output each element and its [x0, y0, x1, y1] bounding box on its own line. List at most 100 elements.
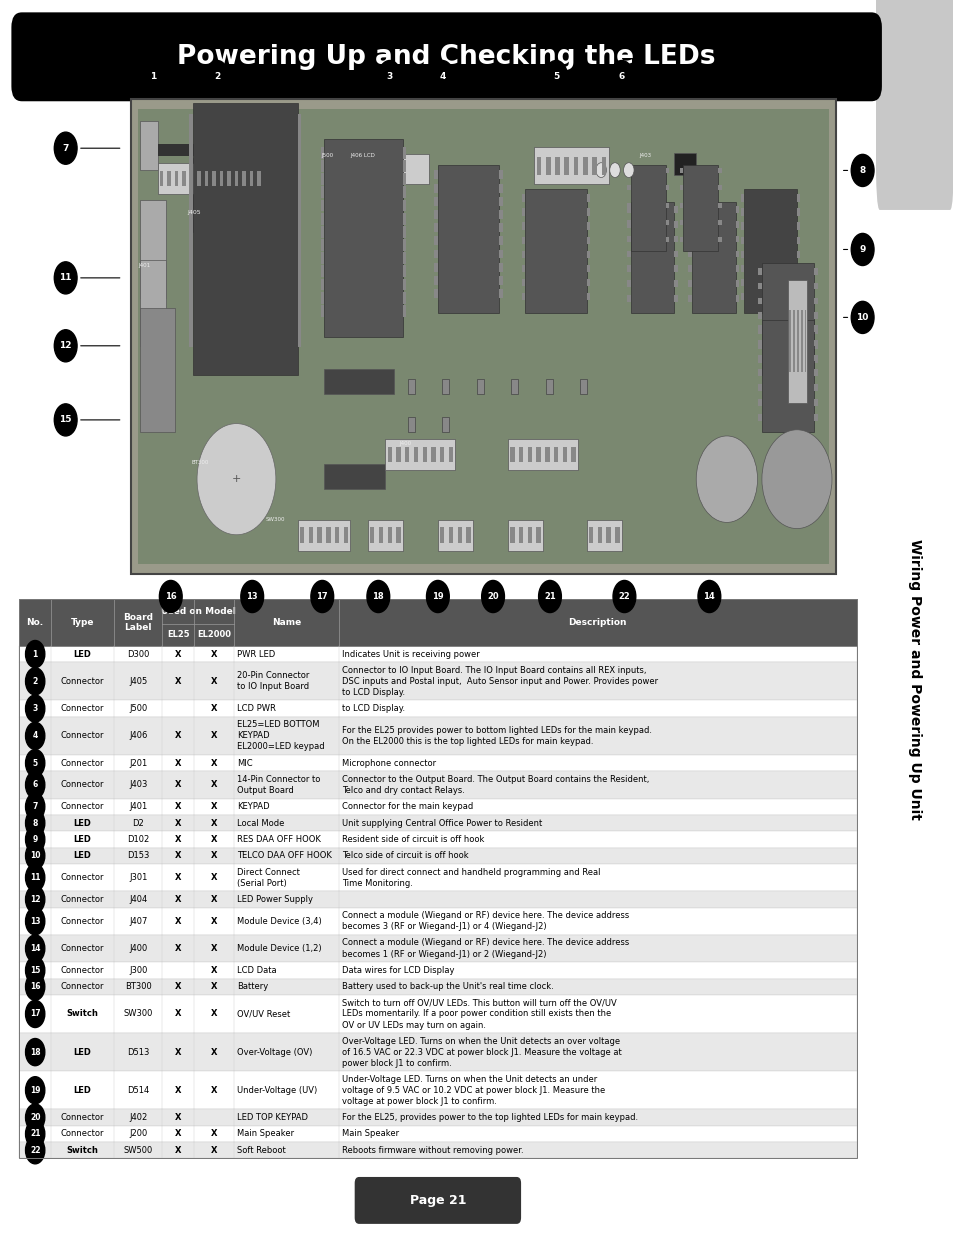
Bar — [189, 254, 193, 270]
Text: 3: 3 — [32, 704, 38, 713]
Bar — [586, 194, 590, 201]
Text: X: X — [175, 1113, 181, 1123]
Circle shape — [26, 722, 45, 750]
Text: Name: Name — [272, 618, 301, 627]
Bar — [606, 527, 610, 543]
Bar — [320, 161, 324, 172]
Text: 6: 6 — [32, 781, 38, 789]
Bar — [586, 520, 621, 551]
Bar — [586, 222, 590, 230]
Text: 1: 1 — [150, 72, 156, 82]
Bar — [320, 226, 324, 237]
Text: EL2000: EL2000 — [197, 630, 231, 640]
Text: 12: 12 — [59, 341, 71, 351]
Text: 3: 3 — [386, 72, 393, 82]
Text: 21: 21 — [543, 592, 556, 601]
Circle shape — [761, 430, 831, 529]
Text: X: X — [211, 982, 217, 992]
Bar — [394, 153, 429, 184]
Bar — [796, 194, 800, 201]
Text: 8: 8 — [859, 165, 865, 175]
Text: Under-Voltage LED. Turns on when the Unit detects an under
voltage of 9.5 VAC or: Under-Voltage LED. Turns on when the Uni… — [341, 1074, 604, 1105]
Bar — [227, 170, 231, 186]
Circle shape — [54, 404, 77, 436]
Text: 1: 1 — [32, 650, 38, 658]
Text: J201: J201 — [129, 758, 147, 768]
Text: 20: 20 — [30, 1113, 40, 1123]
Bar — [297, 140, 301, 156]
Bar — [758, 384, 761, 390]
Text: X: X — [211, 704, 217, 713]
Text: Connector: Connector — [61, 895, 104, 904]
Bar — [792, 310, 794, 372]
Text: Battery: Battery — [236, 982, 268, 992]
Text: SW300: SW300 — [265, 517, 285, 522]
Bar — [688, 266, 691, 272]
Bar — [189, 242, 193, 258]
Bar — [814, 340, 817, 347]
Circle shape — [206, 61, 229, 93]
Text: Local Mode: Local Mode — [236, 819, 284, 827]
Bar — [434, 275, 437, 285]
Bar — [19, 1032, 856, 1071]
Bar — [626, 185, 630, 190]
Text: 20-Pin Connector
to IO Input Board: 20-Pin Connector to IO Input Board — [236, 672, 309, 692]
Text: 19: 19 — [30, 1086, 40, 1094]
Bar — [718, 203, 720, 207]
Bar — [368, 520, 402, 551]
Bar — [545, 379, 553, 394]
Text: Connector to the Output Board. The Output Board contains the Resident,
Telco and: Connector to the Output Board. The Outpu… — [341, 774, 648, 795]
Circle shape — [26, 973, 45, 1000]
Text: X: X — [211, 851, 217, 861]
Bar — [630, 201, 674, 312]
Bar — [19, 864, 856, 892]
Text: Connector: Connector — [61, 982, 104, 992]
Text: X: X — [175, 1009, 181, 1019]
Text: 15: 15 — [30, 966, 40, 974]
Bar — [297, 178, 301, 194]
Bar — [402, 291, 406, 304]
Text: 12: 12 — [30, 895, 40, 904]
Bar — [324, 369, 394, 394]
Bar — [814, 312, 817, 319]
Bar — [718, 185, 720, 190]
Bar — [19, 978, 856, 995]
Text: 13: 13 — [30, 916, 40, 926]
Text: J404: J404 — [129, 895, 147, 904]
Bar — [378, 527, 383, 543]
Bar — [498, 170, 502, 179]
Circle shape — [596, 163, 606, 178]
Circle shape — [426, 580, 449, 613]
Text: LED TOP KEYPAD: LED TOP KEYPAD — [236, 1113, 308, 1123]
Bar — [758, 369, 761, 375]
Bar — [498, 196, 502, 206]
Circle shape — [142, 61, 165, 93]
Bar — [498, 275, 502, 285]
Circle shape — [538, 580, 560, 613]
Bar — [189, 140, 193, 156]
Bar — [521, 237, 525, 245]
Bar — [182, 170, 186, 186]
Circle shape — [26, 842, 45, 869]
Text: Connector: Connector — [61, 704, 104, 713]
Bar — [434, 236, 437, 246]
Text: J500: J500 — [129, 704, 147, 713]
Bar — [564, 157, 569, 175]
Text: No.: No. — [27, 618, 44, 627]
Text: 17: 17 — [30, 1009, 40, 1019]
Circle shape — [26, 1120, 45, 1147]
Text: J300: J300 — [129, 966, 147, 974]
Bar — [434, 289, 437, 298]
Text: LED: LED — [73, 819, 91, 827]
Text: Soft Reboot: Soft Reboot — [236, 1146, 286, 1155]
Text: KEYPAD: KEYPAD — [236, 803, 270, 811]
Text: Indicates Unit is receiving power: Indicates Unit is receiving power — [341, 650, 479, 658]
Bar — [586, 251, 590, 258]
Bar — [476, 379, 483, 394]
Text: Data wires for LCD Display: Data wires for LCD Display — [341, 966, 454, 974]
Text: 16: 16 — [165, 592, 176, 601]
Text: Switch to turn off OV/UV LEDs. This button will turn off the OV/UV
LEDs momentar: Switch to turn off OV/UV LEDs. This butt… — [341, 998, 616, 1030]
Bar — [573, 157, 578, 175]
Bar — [735, 266, 739, 272]
Circle shape — [311, 580, 334, 613]
